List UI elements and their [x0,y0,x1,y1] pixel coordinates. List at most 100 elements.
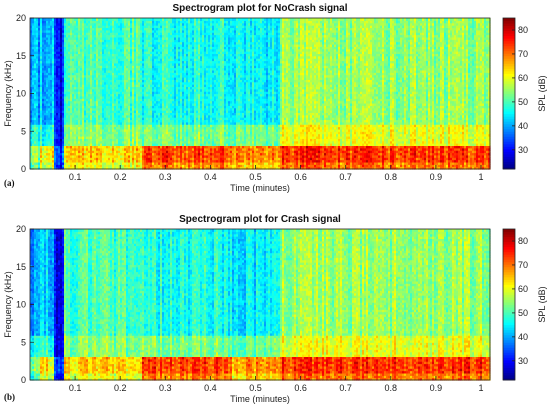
heatmap-cell [52,135,55,139]
heatmap-cell [86,119,89,123]
heatmap-cell [100,72,103,76]
heatmap-cell [36,88,39,92]
heatmap-cell [110,34,113,38]
heatmap-cell [178,69,181,73]
heatmap-cell [34,46,37,50]
heatmap-cell [106,128,109,132]
heatmap-cell [184,152,187,156]
heatmap-cell [106,41,109,45]
heatmap-cell [176,22,179,26]
heatmap-cell [68,43,71,47]
heatmap-cell [134,138,137,142]
heatmap-cell [138,121,141,125]
heatmap-cell [170,131,173,135]
heatmap-cell [176,140,179,144]
heatmap-cell [82,39,85,43]
heatmap-cell [54,55,57,59]
heatmap-cell [130,32,133,36]
heatmap-cell [38,55,41,59]
heatmap-cell [170,110,173,113]
heatmap-cell [86,152,89,156]
heatmap-cell [156,81,159,85]
heatmap-cell [92,131,95,135]
heatmap-cell [132,157,135,161]
heatmap-cell [124,91,127,95]
heatmap-cell [152,117,155,121]
heatmap-cell [92,79,95,83]
heatmap-cell [74,133,77,137]
heatmap-cell [124,126,127,130]
heatmap-cell [156,135,159,139]
heatmap-cell [178,140,181,144]
heatmap-cell [50,112,53,116]
heatmap-cell [148,114,151,118]
heatmap-cell [124,74,127,78]
heatmap-cell [64,29,67,33]
heatmap-cell [96,62,99,66]
heatmap-cell [118,58,121,62]
heatmap-cell [92,86,95,90]
heatmap-cell [64,143,67,147]
heatmap-cell [144,110,147,113]
heatmap-cell [110,91,113,95]
heatmap-cell [52,29,55,33]
heatmap-cell [64,51,67,54]
heatmap-cell [102,84,105,88]
heatmap-cell [128,164,131,168]
heatmap-cell [62,51,65,54]
heatmap-cell [30,67,33,71]
heatmap-cell [172,135,175,139]
heatmap-cell [88,58,91,62]
heatmap-cell [96,147,99,151]
heatmap-cell [142,131,145,135]
heatmap-cell [142,18,145,21]
heatmap-cell [96,138,99,142]
heatmap-cell [136,79,139,83]
heatmap-cell [56,67,59,71]
heatmap-cell [174,121,177,125]
heatmap-cell [136,22,139,26]
heatmap-cell [126,43,129,47]
heatmap-cell [156,145,159,149]
heatmap-cell [32,27,35,31]
heatmap-cell [54,46,57,50]
heatmap-cell [146,41,149,45]
heatmap-cell [48,36,51,40]
heatmap-cell [138,58,141,62]
heatmap-cell [80,124,83,128]
heatmap-cell [116,138,119,142]
heatmap-cell [112,65,115,69]
heatmap-cell [42,36,45,40]
heatmap-cell [112,145,115,149]
heatmap-cell [104,91,107,95]
heatmap-cell [40,25,43,29]
heatmap-cell [40,88,43,92]
heatmap-cell [76,25,79,29]
heatmap-cell [86,72,89,76]
heatmap-cell [56,121,59,125]
heatmap-cell [56,164,59,168]
heatmap-cell [126,69,129,73]
heatmap-cell [168,34,171,38]
heatmap-cell [156,18,159,21]
heatmap-cell [42,86,45,90]
heatmap-cell [66,29,69,33]
heatmap-cell [154,131,157,135]
heatmap-cell [58,95,61,99]
heatmap-cell [82,93,85,97]
heatmap-cell [164,60,167,64]
heatmap-cell [166,81,169,85]
heatmap-cell [78,93,81,97]
heatmap-cell [184,128,187,132]
heatmap-cell [66,86,69,90]
heatmap-cell [106,53,109,57]
heatmap-cell [66,36,69,40]
heatmap-cell [76,76,79,80]
heatmap-cell [34,41,37,45]
heatmap-cell [162,131,165,135]
heatmap-cell [162,150,165,154]
heatmap-cell [92,166,95,170]
heatmap-cell [158,140,161,144]
heatmap-cell [106,154,109,158]
heatmap-cell [102,58,105,62]
